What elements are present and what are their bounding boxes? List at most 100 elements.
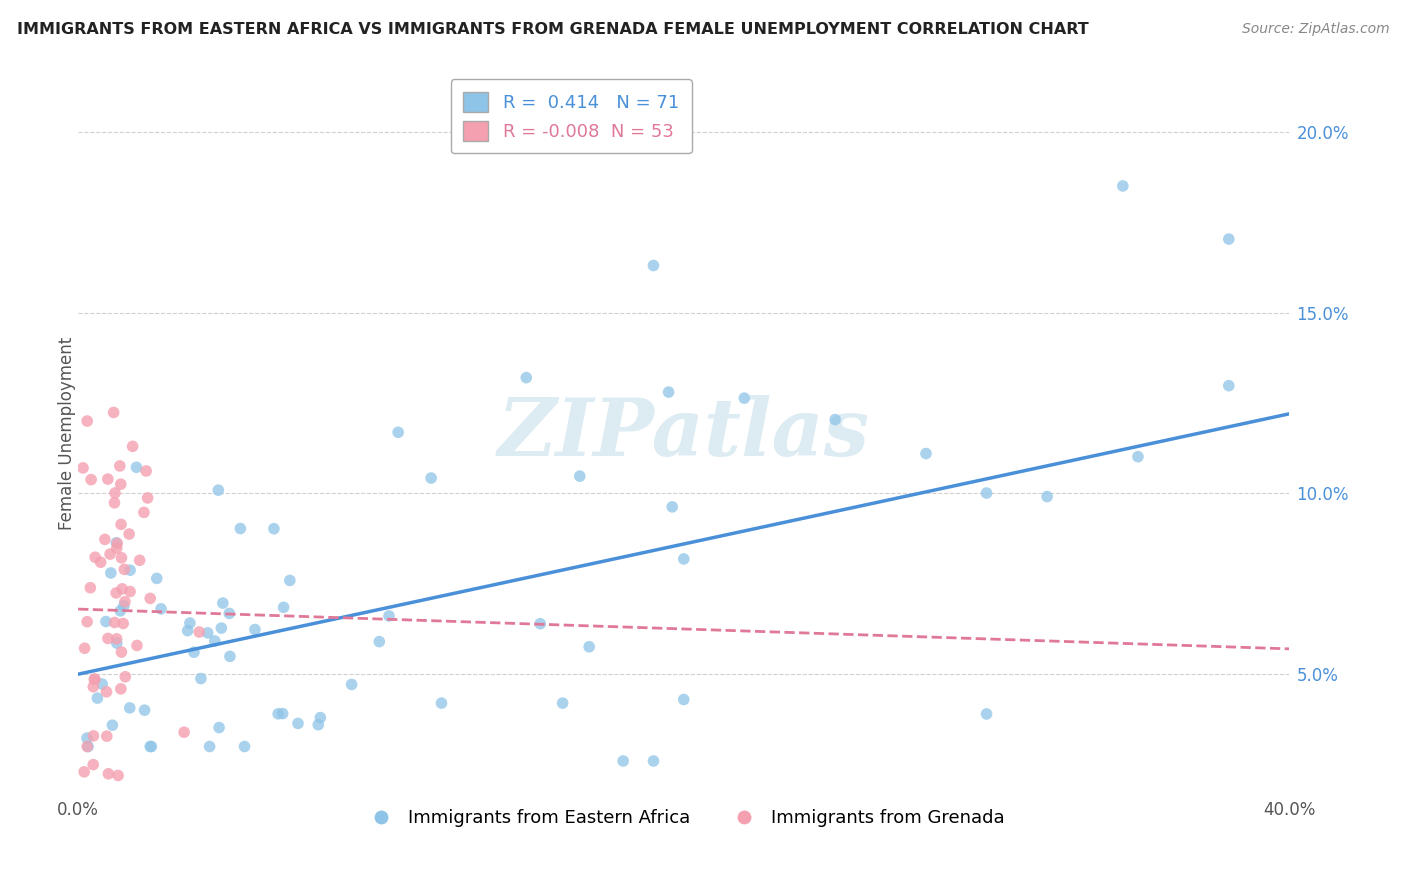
Point [118, 584, 141, 599]
Point [824, 412, 846, 426]
Point [136, 491, 159, 505]
Point [110, 645, 132, 659]
Point [197, 626, 219, 640]
Point [307, 717, 329, 731]
Point [612, 754, 634, 768]
Point [90, 555, 112, 569]
Point [103, 405, 125, 419]
Point [105, 632, 128, 646]
Point [578, 640, 600, 654]
Point [568, 469, 591, 483]
Point [112, 562, 135, 576]
Point [76, 739, 98, 754]
Point [125, 460, 148, 475]
Point [733, 391, 755, 405]
Point [76, 731, 98, 745]
Point [198, 739, 221, 754]
Point [76, 615, 98, 629]
Point [1036, 490, 1059, 504]
Point [267, 706, 290, 721]
Point [368, 634, 391, 648]
Point [340, 677, 363, 691]
Text: Source: ZipAtlas.com: Source: ZipAtlas.com [1241, 22, 1389, 37]
Point [1126, 450, 1149, 464]
Point [125, 639, 148, 653]
Point [1112, 178, 1135, 193]
Point [82, 757, 104, 772]
Point [229, 522, 252, 536]
Point [72, 461, 94, 475]
Point [135, 464, 157, 478]
Point [188, 625, 211, 640]
Point [146, 571, 169, 585]
Point [179, 616, 201, 631]
Point [271, 706, 294, 721]
Point [86, 691, 108, 706]
Point [73, 641, 96, 656]
Point [278, 574, 301, 588]
Point [76, 414, 98, 428]
Point [110, 681, 132, 696]
Point [209, 621, 232, 635]
Point [233, 739, 256, 754]
Point [515, 370, 537, 384]
Point [111, 582, 134, 596]
Point [121, 439, 143, 453]
Point [100, 566, 122, 580]
Point [309, 710, 332, 724]
Point [112, 616, 135, 631]
Point [112, 599, 135, 613]
Point [150, 602, 173, 616]
Point [94, 615, 117, 629]
Point [141, 739, 163, 754]
Point [91, 677, 114, 691]
Point [110, 604, 132, 618]
Point [420, 471, 443, 485]
Point [207, 483, 229, 498]
Point [104, 615, 127, 630]
Point [208, 721, 231, 735]
Text: ZIPatlas: ZIPatlas [498, 395, 870, 473]
Point [82, 680, 104, 694]
Point [73, 764, 96, 779]
Point [976, 706, 998, 721]
Point [105, 636, 128, 650]
Point [212, 596, 235, 610]
Point [105, 541, 128, 556]
Point [915, 446, 938, 460]
Point [96, 685, 118, 699]
Point [107, 768, 129, 782]
Point [94, 533, 117, 547]
Point [101, 718, 124, 732]
Point [120, 563, 142, 577]
Point [84, 672, 107, 686]
Point [82, 729, 104, 743]
Point [139, 591, 162, 606]
Point [139, 739, 162, 754]
Point [976, 486, 998, 500]
Point [287, 716, 309, 731]
Point [219, 649, 242, 664]
Point [132, 505, 155, 519]
Point [176, 624, 198, 638]
Point [173, 725, 195, 739]
Point [183, 645, 205, 659]
Point [104, 486, 127, 500]
Point [98, 547, 121, 561]
Point [134, 703, 156, 717]
Point [110, 550, 132, 565]
Point [551, 696, 574, 710]
Point [105, 536, 128, 550]
Point [118, 701, 141, 715]
Point [128, 553, 150, 567]
Point [1218, 378, 1240, 392]
Point [243, 623, 266, 637]
Point [273, 600, 295, 615]
Point [643, 259, 665, 273]
Point [97, 472, 120, 486]
Point [97, 632, 120, 646]
Point [110, 517, 132, 532]
Point [218, 607, 240, 621]
Point [114, 670, 136, 684]
Point [84, 550, 107, 565]
